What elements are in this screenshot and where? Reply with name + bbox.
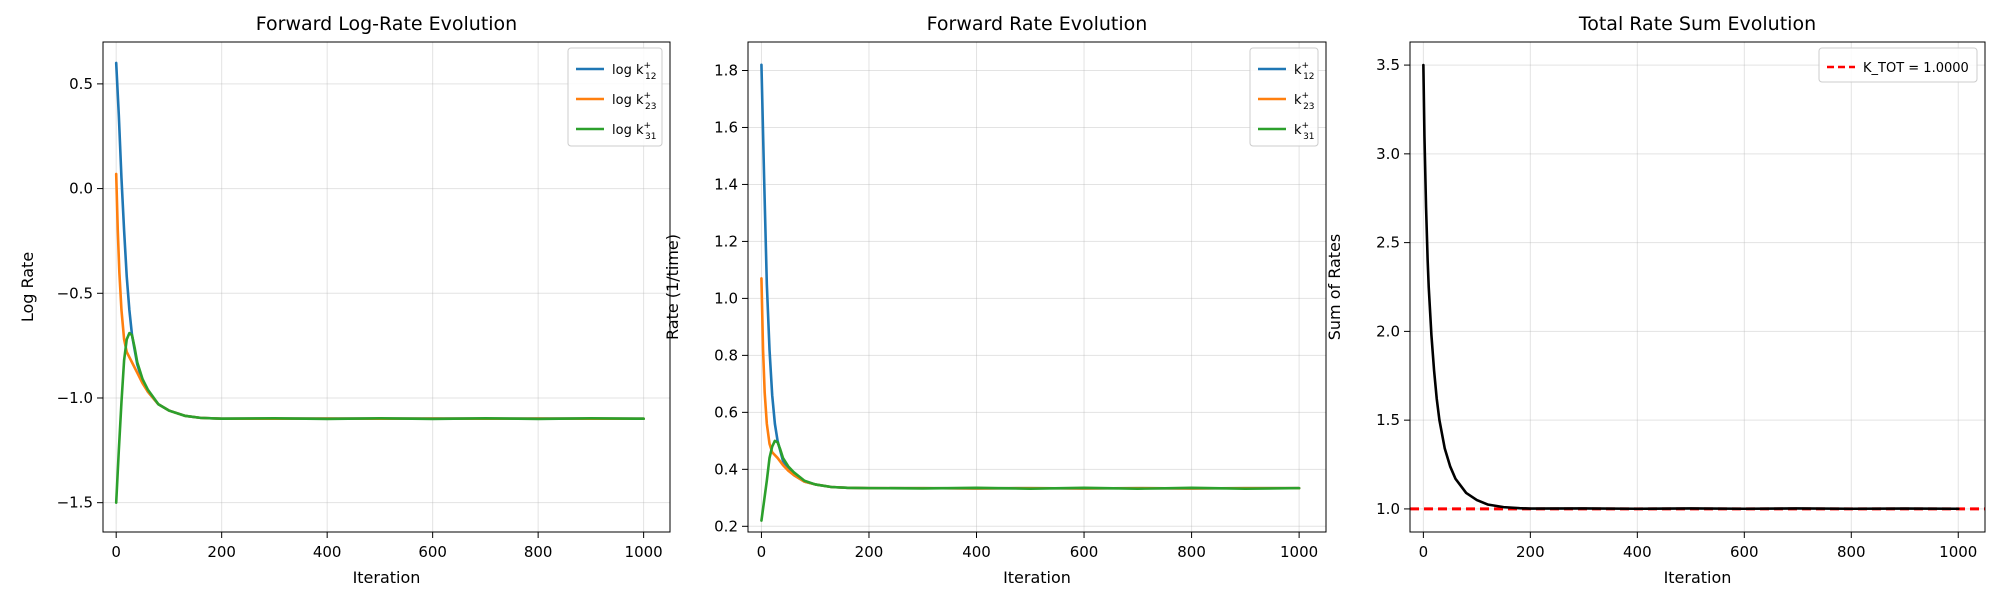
series-line-12	[114, 61, 645, 421]
y-axis-label: Rate (1/time)	[663, 234, 682, 340]
legend-label-sub: 31	[645, 132, 656, 142]
x-tick-label: 800	[524, 543, 553, 561]
legend-label-sup: +	[1302, 61, 1310, 71]
chart-total-rate-sum: 0 200 400 600 800 1000 1.0 1.5 2.0 2.5 3.0 3.5 Total…	[1325, 13, 1986, 587]
legend-label-main: k	[1294, 63, 1302, 78]
y-tick-label: 0.6	[714, 403, 738, 421]
y-tick-label: −0.5	[57, 284, 93, 302]
legend: K_TOT = 1.0000	[1818, 47, 1978, 83]
x-axis-label: Iteration	[1003, 568, 1071, 587]
x-tick-label: 1000	[625, 543, 663, 561]
legend-label-sub: 23	[1303, 102, 1314, 112]
series-line-23	[760, 277, 1301, 490]
y-tick-label: 1.5	[1376, 411, 1400, 429]
x-tick-label: 200	[855, 543, 884, 561]
plot-area	[760, 63, 1301, 522]
plot-area	[1410, 63, 1985, 511]
legend-label: log k+ 31	[612, 121, 656, 142]
y-tick-label: 3.0	[1376, 145, 1400, 163]
x-tick-label: 600	[1070, 543, 1099, 561]
y-tick-label: 1.0	[714, 289, 738, 307]
x-tick-label: 400	[962, 543, 991, 561]
legend-label-sub: 12	[1303, 72, 1314, 82]
legend-label-sup: +	[643, 121, 651, 131]
legend-label-sup: +	[643, 61, 651, 71]
series-line-31	[114, 331, 645, 504]
x-tick-label: 0	[1419, 543, 1429, 561]
legend-label: k+ 31	[1294, 121, 1315, 142]
legend-label-sub: 12	[645, 72, 656, 82]
x-axis-label: Iteration	[1664, 568, 1732, 587]
x-tick-label: 0	[111, 543, 121, 561]
y-tick-label: −1.0	[57, 389, 93, 407]
legend-label: K_TOT = 1.0000	[1863, 61, 1969, 76]
y-tick-label: 2.0	[1376, 322, 1400, 340]
y-tick-label: 2.5	[1376, 234, 1400, 252]
y-tick-label: 1.2	[714, 232, 738, 250]
y-axis-label: Log Rate	[18, 252, 37, 322]
legend-label-main: log k	[612, 63, 644, 78]
y-axis-label: Sum of Rates	[1325, 234, 1344, 341]
x-tick-label: 1000	[1939, 543, 1977, 561]
x-tick-label: 400	[313, 543, 342, 561]
chart-title: Forward Rate Evolution	[927, 13, 1148, 35]
legend-label: log k+ 23	[612, 91, 656, 112]
y-tick-label: −1.5	[57, 494, 93, 512]
x-tick-label: 200	[1516, 543, 1545, 561]
y-tick-label: 0.2	[714, 517, 738, 535]
legend-label: log k+ 12	[612, 61, 656, 82]
x-tick-label: 800	[1177, 543, 1206, 561]
y-tick-label: 1.0	[1376, 500, 1400, 518]
legend-label: k+ 12	[1294, 61, 1315, 82]
legend-label-sup: +	[1302, 91, 1310, 101]
legend-box	[567, 47, 663, 147]
chart-title: Total Rate Sum Evolution	[1578, 13, 1816, 35]
y-tick-label: 1.6	[714, 118, 738, 136]
y-tick-label: 0.0	[69, 180, 93, 198]
x-tick-label: 800	[1837, 543, 1866, 561]
x-axis-label: Iteration	[353, 568, 421, 587]
x-tick-label: 0	[757, 543, 767, 561]
legend-label: k+ 23	[1294, 91, 1315, 112]
axes-frame	[102, 41, 671, 533]
legend-label-sup: +	[1302, 121, 1310, 131]
legend-label-sub: 23	[645, 102, 656, 112]
chart-rate: 0 200 400 600 800 1000 0.2 0.4 0.6 0.8 1.0 1.2 1.4 1.…	[663, 13, 1327, 587]
series-line-sum	[1422, 63, 1960, 511]
y-tick-label: 1.8	[714, 61, 738, 79]
legend: k+ 12k+ 23k+ 31	[1249, 47, 1319, 147]
plot-area	[114, 61, 645, 504]
chart-title: Forward Log-Rate Evolution	[256, 13, 517, 35]
x-tick-label: 600	[418, 543, 447, 561]
legend-label-main: k	[1294, 93, 1302, 108]
legend-label-sup: +	[643, 91, 651, 101]
y-tick-label: 0.4	[714, 460, 738, 478]
legend-label-main: log k	[612, 93, 644, 108]
series-line-31	[760, 439, 1301, 522]
chart-log-rate: 0 200 400 600 800 1000 −1.5 −1.0 −0.5 0.0 0.5 Forwa…	[18, 13, 671, 587]
y-tick-label: 0.5	[69, 75, 93, 93]
x-tick-label: 400	[1623, 543, 1652, 561]
axes-frame	[747, 41, 1327, 533]
legend-label-sub: 31	[1303, 132, 1314, 142]
legend-box	[1249, 47, 1319, 147]
series-line-23	[114, 172, 645, 421]
series-line-12	[760, 63, 1301, 490]
legend-box	[1818, 47, 1978, 83]
x-tick-label: 600	[1730, 543, 1759, 561]
x-tick-label: 200	[207, 543, 236, 561]
y-tick-label: 0.8	[714, 346, 738, 364]
legend-label-main: log k	[612, 123, 644, 138]
y-tick-label: 3.5	[1376, 56, 1400, 74]
y-tick-label: 1.4	[714, 175, 738, 193]
x-tick-label: 1000	[1280, 543, 1318, 561]
legend-label-main: k	[1294, 123, 1302, 138]
axes-frame	[1409, 41, 1986, 533]
